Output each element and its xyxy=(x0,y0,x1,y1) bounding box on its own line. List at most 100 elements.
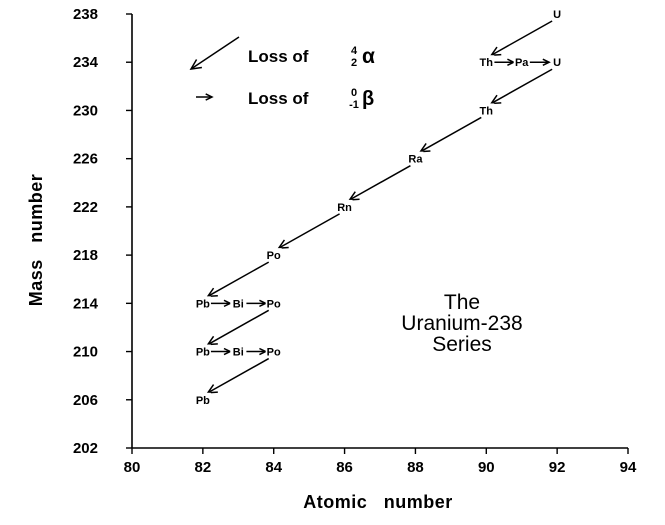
x-tick-label: 92 xyxy=(549,459,566,476)
legend-label: Loss of xyxy=(248,89,309,108)
y-tick-label: 202 xyxy=(73,440,98,457)
beta-decay-arrow xyxy=(246,299,268,308)
legend-superscript: 0 xyxy=(351,87,357,99)
y-tick-label: 222 xyxy=(73,199,98,216)
arrow-shaft xyxy=(490,20,553,56)
nuclide-symbol: Th xyxy=(480,105,494,117)
arrow-shaft xyxy=(190,36,240,70)
legend-beta-entry: Loss of 0-1 β xyxy=(248,87,374,111)
arrow-shaft xyxy=(349,165,411,201)
x-tick-label: 80 xyxy=(124,459,141,476)
arrowhead xyxy=(259,347,268,356)
nuclide-symbol: Ra xyxy=(408,154,423,166)
arrowhead xyxy=(206,287,218,298)
nuclide-backing xyxy=(194,392,211,406)
nuclide-symbol: Po xyxy=(267,298,281,310)
legend-superscript: 4 xyxy=(351,45,358,57)
x-tick-label: 90 xyxy=(478,459,495,476)
nuclide-backing xyxy=(513,55,530,69)
nuclide-backing xyxy=(265,296,282,310)
arrow-shaft xyxy=(207,309,270,346)
nuclide-symbol: Pa xyxy=(515,57,529,69)
nuclide-backing xyxy=(194,344,211,358)
nuclide-backing xyxy=(230,296,247,310)
legend-alpha-entry: Loss of 42 α xyxy=(248,45,375,69)
alpha-decay-arrow xyxy=(418,116,482,153)
nuclide-label: Pb xyxy=(194,296,211,310)
nuclide-label: U xyxy=(552,7,562,21)
nuclide-backing xyxy=(478,55,495,69)
x-axis-title: Atomic number xyxy=(303,492,453,512)
nuclide-symbol: Th xyxy=(480,57,494,69)
decay-arrows xyxy=(206,20,553,394)
nuclide-label: Pa xyxy=(513,55,530,69)
nuclide-backing xyxy=(230,344,247,358)
arrow-shaft xyxy=(420,116,482,153)
tick-labels: 80 82 84 86 88 90 92 94 202 206 210 214 218 222 226 230… xyxy=(73,6,637,476)
nuclide-label: Po xyxy=(265,248,282,262)
axes xyxy=(131,14,628,449)
nuclide-symbol: U xyxy=(553,57,561,69)
nuclide-backing xyxy=(478,103,495,117)
nuclide-backing xyxy=(552,7,562,20)
alpha-decay-arrow xyxy=(206,261,270,298)
arrowhead xyxy=(542,58,551,66)
arrow-shaft xyxy=(207,261,270,297)
arrow-shaft xyxy=(278,213,340,249)
legend-particle-symbol: α xyxy=(362,45,375,68)
nuclide-label: Bi xyxy=(230,296,247,310)
nuclide-label: Po xyxy=(265,344,282,359)
nuclide-symbol: Bi xyxy=(233,347,244,359)
x-tick-label: 82 xyxy=(195,459,212,476)
x-tick-label: 88 xyxy=(407,459,424,476)
nuclide-label: Ra xyxy=(407,151,424,166)
y-axis-title: Mass number xyxy=(26,174,46,307)
alpha-decay-arrow xyxy=(348,165,411,201)
nuclide-symbol: Po xyxy=(267,347,281,359)
nuclide-symbol: U xyxy=(553,9,561,21)
y-tick-label: 234 xyxy=(73,54,99,71)
legend-label: Loss of xyxy=(248,47,309,66)
y-tick-label: 238 xyxy=(73,6,98,23)
x-tick-label: 86 xyxy=(336,459,353,476)
nuclide-symbol: Pb xyxy=(196,298,210,310)
arrowhead xyxy=(205,93,214,101)
nuclide-backing xyxy=(336,199,353,213)
beta-decay-arrow xyxy=(210,347,233,356)
arrowhead xyxy=(489,94,502,105)
nuclide-label: Th xyxy=(478,55,495,69)
nuclide-backing xyxy=(265,248,282,262)
alpha-decay-arrow xyxy=(206,309,270,346)
nuclide-symbol: Rn xyxy=(337,202,352,214)
x-tick-label: 94 xyxy=(620,459,637,476)
x-tick-label: 84 xyxy=(265,459,282,476)
arrowhead xyxy=(507,58,516,66)
y-tick-label: 226 xyxy=(73,151,98,168)
nuclide-backing xyxy=(265,344,282,358)
series-title-line: The xyxy=(444,291,480,314)
legend-subscript: 2 xyxy=(351,57,357,69)
legend-subscript: -1 xyxy=(349,99,359,111)
nuclide-label: Bi xyxy=(230,344,247,359)
arrowhead xyxy=(259,299,268,308)
arrow-shaft xyxy=(490,68,553,105)
nuclide-label: Th xyxy=(478,103,495,117)
legend: Loss of 42 α Loss of 0-1 β xyxy=(189,36,375,111)
nuclide-backing xyxy=(552,55,562,69)
nuclide-backing xyxy=(407,151,424,165)
y-tick-label: 206 xyxy=(73,392,98,409)
nuclide-labels: U Th Pa U Th Ra Rn Po Pb Bi Po Pb Bi Po Pb xyxy=(194,7,562,407)
legend-particle-symbol: β xyxy=(362,88,374,110)
nuclide-label: U xyxy=(552,55,562,69)
alpha-decay-arrow xyxy=(206,357,270,394)
legend-alpha-arrow xyxy=(189,36,240,70)
y-tick-label: 218 xyxy=(73,247,98,264)
nuclide-label: Po xyxy=(265,296,282,310)
y-tick-label: 210 xyxy=(73,344,98,361)
beta-decay-arrow xyxy=(210,299,233,308)
arrowhead xyxy=(189,59,202,70)
beta-decay-arrow xyxy=(494,58,516,66)
series-title-line: Series xyxy=(432,333,492,356)
